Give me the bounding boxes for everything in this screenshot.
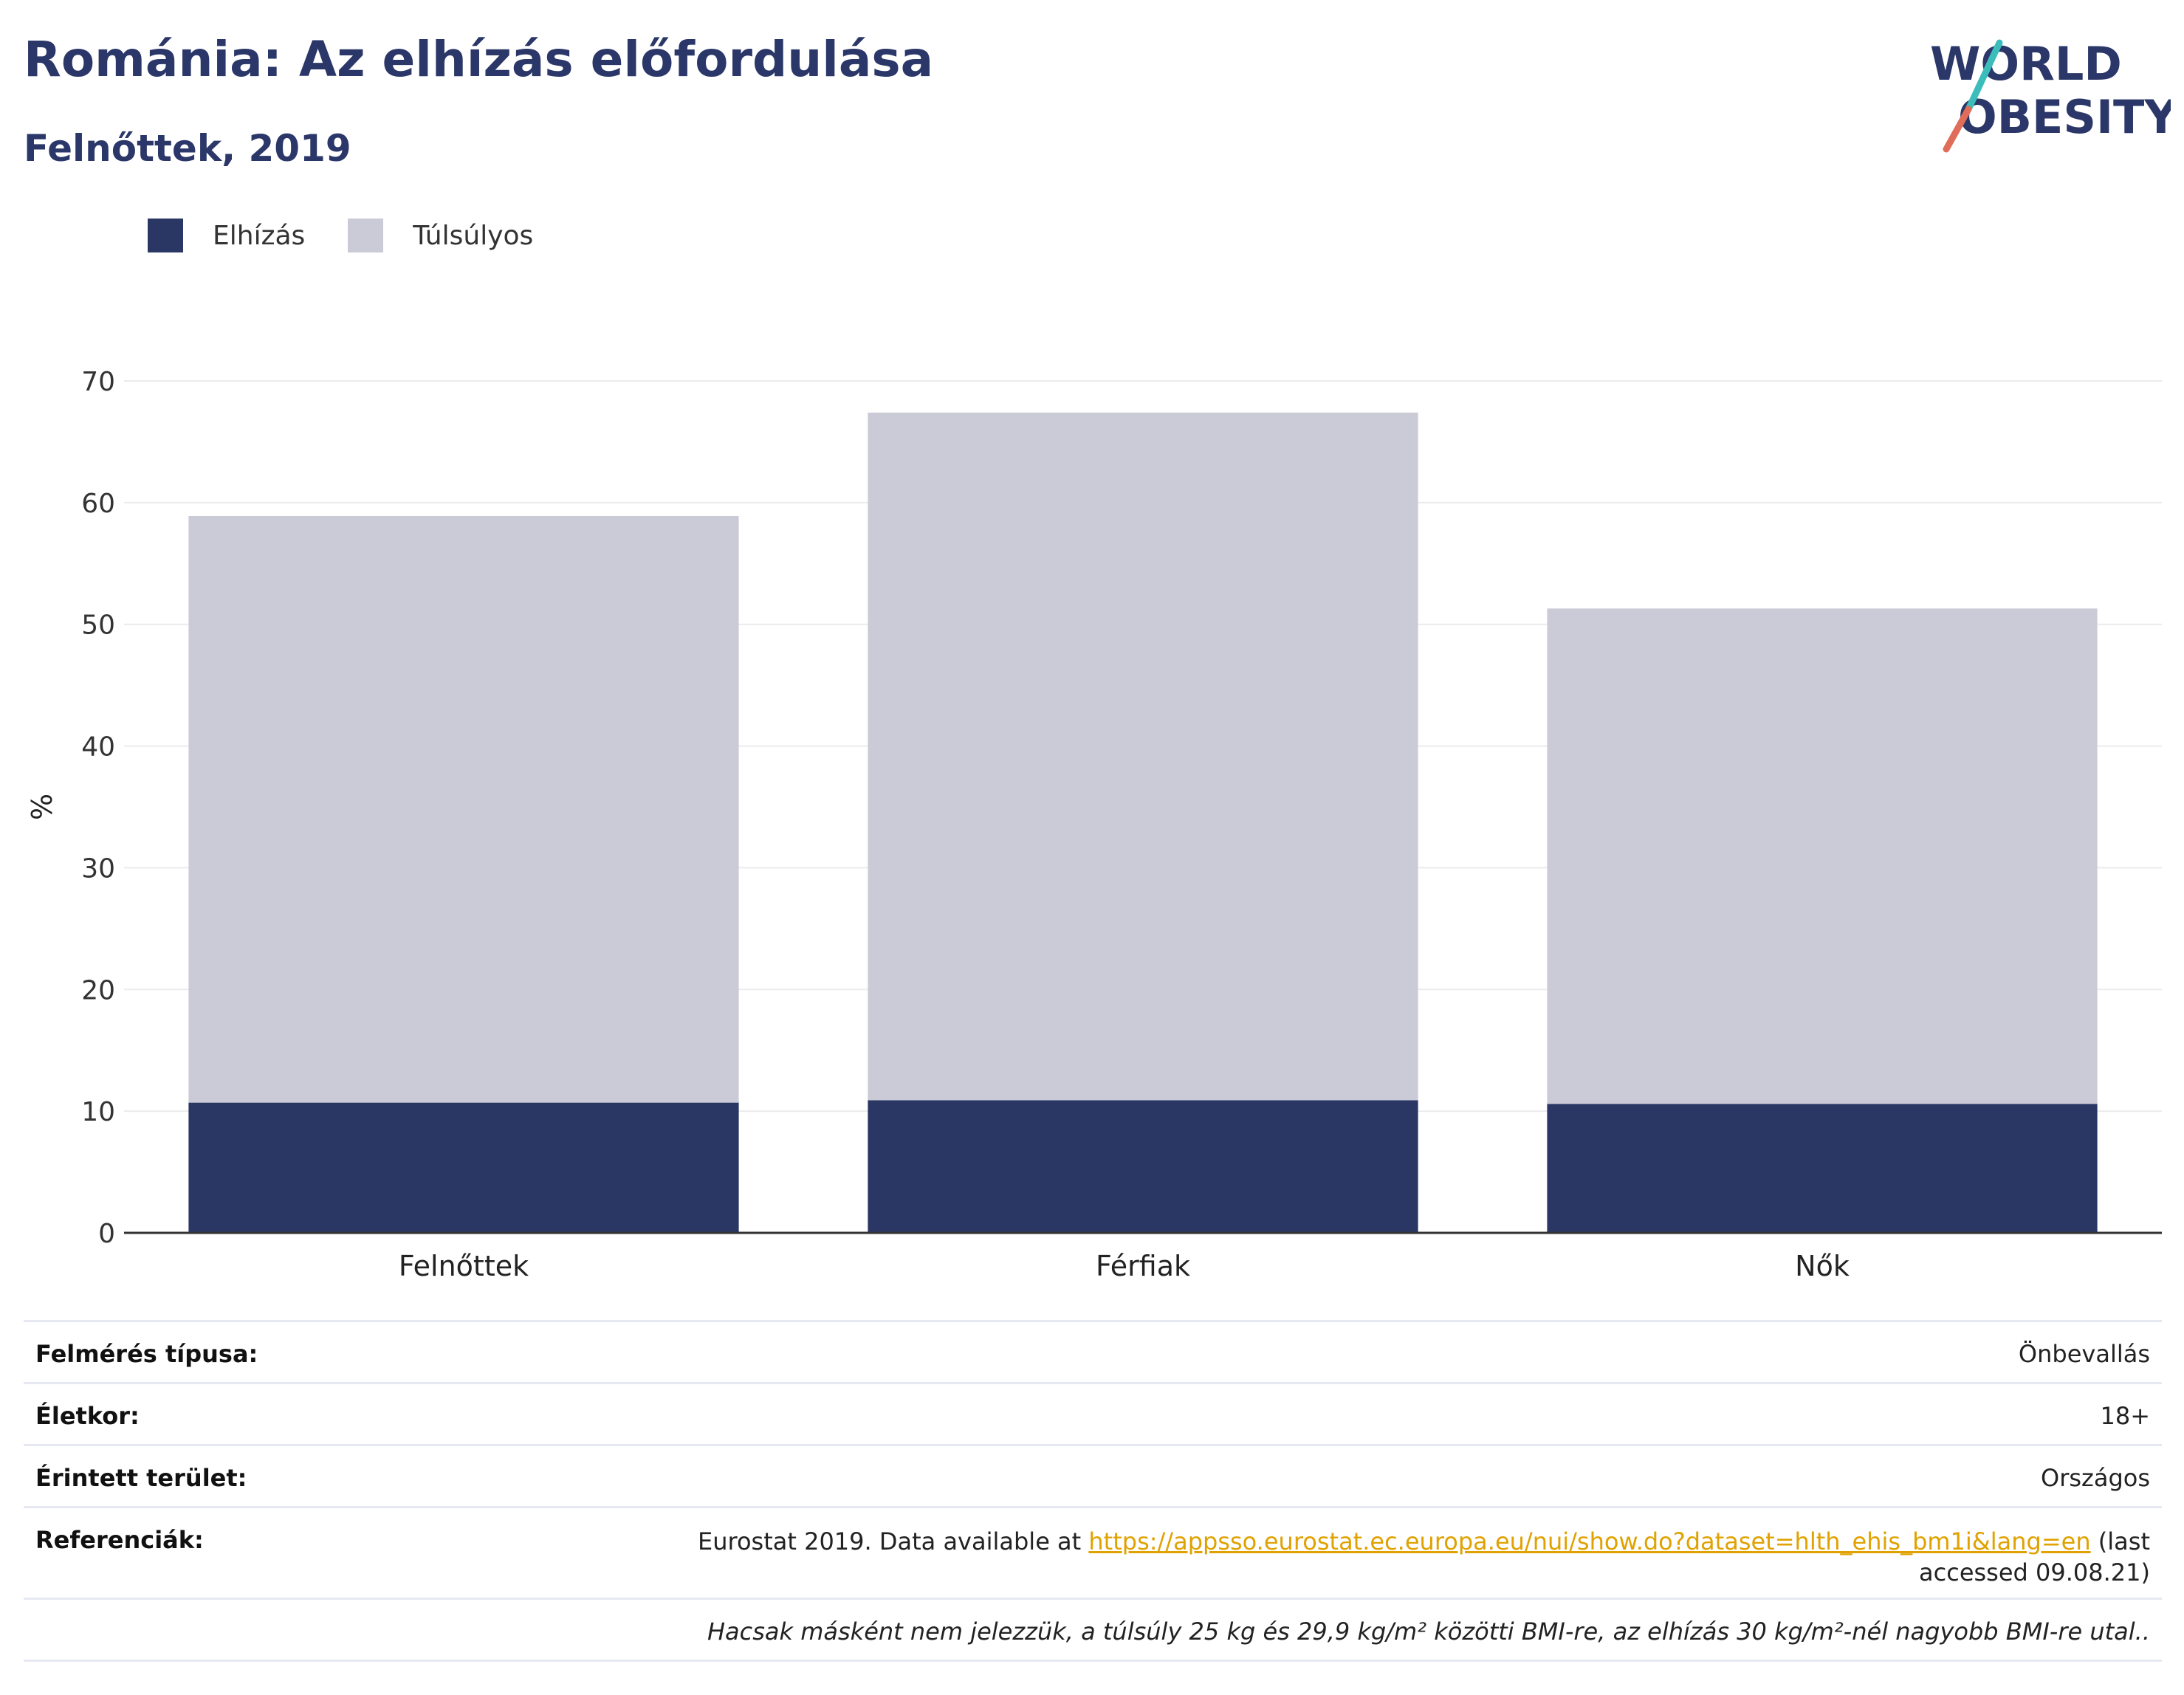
meta-row-note: Hacsak másként nem jelezzük, a túlsúly 2…	[24, 1598, 2162, 1660]
legend-label-obesity: Elhízás	[213, 220, 306, 251]
logo-line2: OBESITY	[1958, 90, 2171, 144]
y-tick-label: 10	[81, 1097, 115, 1127]
meta-label-references: Referenciák:	[35, 1526, 204, 1554]
x-tick-label: Férfiak	[1096, 1250, 1190, 1277]
meta-row-survey: Felmérés típusa: Önbevallás	[24, 1320, 2162, 1382]
legend-swatch-overweight	[348, 219, 384, 252]
bar-obesity	[188, 1102, 739, 1233]
legend-label-overweight: Túlsúlyos	[413, 220, 534, 251]
logo-slash-coral	[1943, 106, 1972, 153]
y-axis-label: %	[26, 794, 58, 820]
ref-prefix: Eurostat 2019. Data available at	[698, 1527, 1089, 1555]
bar-obesity	[1547, 1104, 2098, 1233]
meta-value-survey: Önbevallás	[2018, 1340, 2150, 1368]
y-tick-label: 40	[81, 732, 115, 763]
bar-chart: 0 10 20 30 40 50 60 70% Felnőttek Férfiak Nők	[26, 367, 2162, 1277]
meta-value-age: 18+	[2100, 1402, 2150, 1430]
ref-suffix: (last accessed 09.08.21)	[1919, 1527, 2150, 1586]
y-tick-label: 60	[81, 489, 115, 519]
meta-row-age: Életkor: 18+	[24, 1382, 2162, 1444]
ref-link[interactable]: https://appsso.eurostat.ec.europa.eu/nui…	[1088, 1527, 2091, 1555]
bar-overweight	[188, 515, 739, 1103]
y-tick-label: 50	[81, 611, 115, 641]
bottom-rule	[24, 1660, 2162, 1662]
legend-item-overweight[interactable]: Túlsúlyos	[348, 219, 533, 252]
footnote: Hacsak másként nem jelezzük, a túlsúly 2…	[707, 1617, 2150, 1646]
logo-line1: WORLD	[1930, 37, 2122, 91]
meta-label-area: Érintett terület:	[35, 1464, 247, 1492]
y-tick-label: 20	[81, 975, 115, 1005]
legend-item-obesity[interactable]: Elhízás	[148, 219, 305, 252]
meta-row-references: Referenciák: Eurostat 2019. Data availab…	[24, 1506, 2162, 1598]
logo-slash-teal	[1965, 39, 2003, 113]
metadata-table: Felmérés típusa: Önbevallás Életkor: 18+…	[24, 1320, 2162, 1662]
bar-obesity	[868, 1100, 1418, 1233]
world-obesity-logo: WORLD OBESITY	[1930, 37, 2171, 153]
x-tick-label: Nők	[1795, 1250, 1850, 1277]
meta-value-area: Országos	[2041, 1464, 2150, 1492]
legend-swatch-obesity	[148, 219, 183, 252]
legend: Elhízás Túlsúlyos	[148, 219, 576, 252]
bar-overweight	[1547, 608, 2098, 1104]
chart-subtitle: Felnőttek, 2019	[24, 127, 351, 170]
meta-value-references: Eurostat 2019. Data available at https:/…	[614, 1526, 2150, 1588]
y-tick-label: 0	[98, 1219, 115, 1249]
meta-row-area: Érintett terület: Országos	[24, 1444, 2162, 1506]
meta-label-survey: Felmérés típusa:	[35, 1340, 258, 1368]
meta-label-age: Életkor:	[35, 1402, 140, 1430]
chart-title: Románia: Az elhízás előfordulása	[24, 31, 934, 88]
bar-overweight	[868, 412, 1418, 1101]
y-tick-label: 30	[81, 853, 115, 884]
y-tick-label: 70	[81, 367, 115, 397]
x-tick-label: Felnőttek	[399, 1250, 529, 1277]
